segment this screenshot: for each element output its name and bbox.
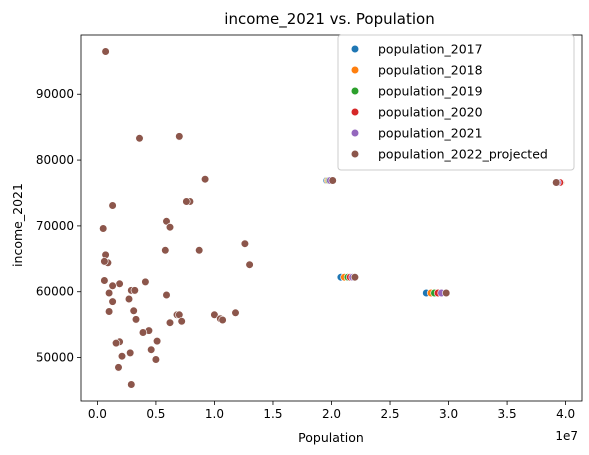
- data-point: [245, 260, 254, 269]
- x-tick-label: 3.0: [439, 407, 458, 421]
- data-point: [153, 337, 162, 346]
- plot-area-frame: [80, 34, 583, 402]
- data-point: [108, 201, 117, 210]
- x-tick-label: 2.0: [322, 407, 341, 421]
- data-points: [99, 47, 566, 389]
- data-point: [126, 348, 135, 358]
- data-point: [127, 380, 136, 389]
- legend-label: population_2019: [378, 84, 483, 99]
- data-point: [101, 47, 110, 56]
- x-tick-label: 3.5: [498, 407, 517, 421]
- legend-marker: [350, 65, 360, 75]
- data-point: [100, 257, 109, 266]
- data-point: [147, 345, 156, 354]
- x-tick-label: 2.5: [380, 407, 399, 421]
- data-point: [177, 317, 186, 326]
- x-tick-label: 1.5: [263, 407, 282, 421]
- data-point: [151, 355, 160, 364]
- data-point: [117, 352, 127, 361]
- legend: population_2017 population_2018 population…: [337, 34, 575, 171]
- x-axis-label: Population: [298, 430, 364, 445]
- data-point: [442, 288, 451, 298]
- data-point: [165, 223, 175, 232]
- legend-marker: [350, 107, 360, 117]
- y-tick-label: 70000: [36, 219, 74, 233]
- x-offset-label: 1e7: [555, 429, 578, 443]
- data-point: [129, 306, 138, 315]
- data-point: [130, 286, 139, 295]
- data-point: [104, 307, 114, 316]
- data-point: [210, 310, 219, 319]
- legend-marker: [350, 149, 360, 159]
- data-point: [240, 239, 249, 248]
- data-point: [175, 132, 184, 141]
- data-point: [195, 246, 204, 255]
- data-point: [138, 328, 148, 337]
- data-point: [350, 273, 360, 282]
- y-tick-label: 80000: [36, 153, 74, 167]
- legend-label: population_2017: [378, 42, 483, 57]
- axis-ticks: 0.0 0.5 1.0 1.5 2.0 2.5 3.0 3.5 4.0 50000 60000 700…: [36, 87, 575, 421]
- data-point: [141, 277, 150, 287]
- legend-label: population_2018: [378, 63, 483, 78]
- legend-label: population_2020: [378, 105, 483, 120]
- x-tick-label: 4.0: [556, 407, 575, 421]
- data-point: [100, 276, 109, 285]
- legend-marker: [350, 128, 360, 138]
- legend-label: population_2022_projected: [378, 147, 548, 162]
- y-tick-label: 50000: [36, 351, 74, 365]
- y-tick-label: 90000: [36, 87, 74, 101]
- chart-title: income_2021 vs. Population: [224, 10, 434, 29]
- data-point: [135, 134, 144, 143]
- y-axis-label: income_2021: [10, 183, 25, 267]
- data-point: [114, 363, 123, 372]
- x-tick-label: 0.0: [88, 407, 107, 421]
- data-point: [218, 315, 227, 325]
- data-point: [99, 224, 108, 233]
- legend-marker: [350, 44, 360, 54]
- data-point: [124, 294, 134, 304]
- data-point: [231, 308, 240, 317]
- x-tick-label: 1.0: [205, 407, 224, 421]
- data-point: [108, 281, 117, 290]
- data-point: [182, 197, 191, 206]
- data-point: [131, 315, 141, 324]
- data-point: [162, 290, 171, 300]
- y-tick-label: 60000: [36, 285, 74, 299]
- data-point: [108, 297, 117, 306]
- data-point: [111, 339, 121, 348]
- data-point: [115, 279, 124, 288]
- legend-marker: [350, 86, 360, 96]
- data-point: [165, 318, 175, 327]
- legend-box: [337, 34, 575, 171]
- data-point: [104, 288, 114, 298]
- legend-label: population_2021: [378, 126, 483, 141]
- data-point: [201, 175, 210, 184]
- data-point: [328, 176, 337, 185]
- x-tick-label: 0.5: [146, 407, 165, 421]
- data-point: [552, 178, 561, 187]
- data-point: [161, 246, 170, 255]
